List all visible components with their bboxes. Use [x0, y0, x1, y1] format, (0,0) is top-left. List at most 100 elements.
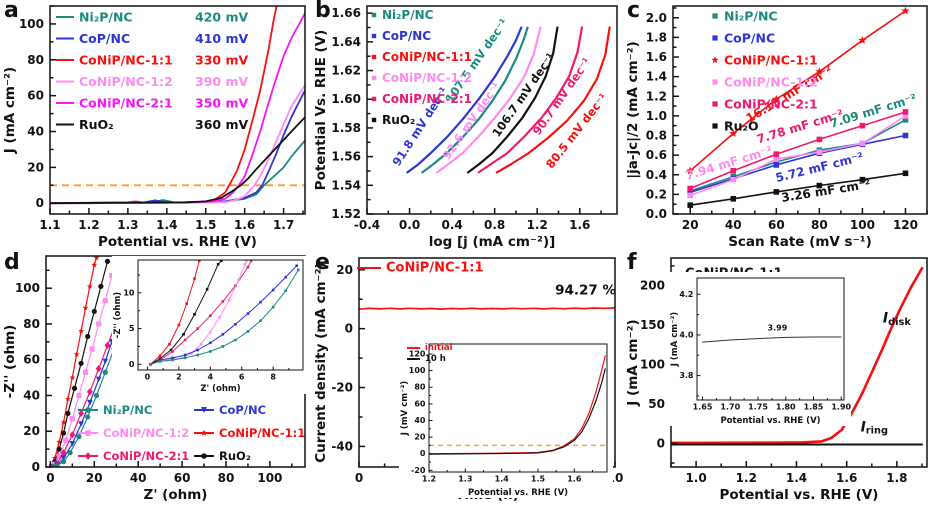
svg-text:20: 20 — [682, 218, 699, 232]
svg-text:1.4: 1.4 — [786, 471, 807, 485]
panel-a: 1.1 1.2 1.3 1.4 1.5 1.6 1.7 0 20 40 60 80 100 Potenti… — [0, 0, 311, 252]
svg-text:60: 60 — [768, 218, 785, 232]
svg-text:20: 20 — [414, 433, 426, 442]
svg-text:CoNiP/NC-1:1: CoNiP/NC-1:1 — [79, 53, 173, 68]
svg-text:1.5: 1.5 — [195, 218, 216, 232]
svg-text:CoNiP/NC-1:2: CoNiP/NC-1:2 — [382, 71, 472, 85]
svg-text:CoNiP/NC-1:2: CoNiP/NC-1:2 — [103, 426, 189, 440]
svg-text:60: 60 — [23, 353, 40, 367]
svg-text:6: 6 — [239, 373, 245, 382]
svg-text:4.0: 4.0 — [679, 330, 694, 339]
svg-text:80: 80 — [414, 383, 426, 392]
svg-text:Potential vs. RHE (V): Potential vs. RHE (V) — [720, 416, 820, 426]
svg-text:log [j (mA cm⁻²)]: log [j (mA cm⁻²)] — [429, 234, 556, 250]
svg-text:20: 20 — [336, 263, 353, 277]
svg-text:0: 0 — [145, 373, 151, 382]
panel-d-tag: d — [4, 252, 20, 275]
svg-text:1.6: 1.6 — [646, 50, 667, 64]
svg-text:40: 40 — [23, 388, 40, 402]
svg-text:0.4: 0.4 — [441, 218, 462, 232]
svg-text:1.3: 1.3 — [117, 218, 138, 232]
svg-text:2: 2 — [176, 373, 182, 382]
svg-text:1.1: 1.1 — [39, 218, 60, 232]
svg-text:1.3: 1.3 — [458, 475, 472, 484]
panel-c: 20 40 60 80 100 120 0.0 0.2 0.4 0.6 0.8 1.0 1.2 1.4 1.… — [623, 0, 935, 252]
svg-text:80: 80 — [218, 471, 235, 485]
svg-text:1.58: 1.58 — [331, 121, 361, 135]
svg-text:94.27 %: 94.27 % — [555, 282, 616, 298]
svg-text:1.4: 1.4 — [646, 70, 667, 84]
svg-text:RuO₂: RuO₂ — [79, 117, 114, 132]
svg-text:0.6: 0.6 — [646, 148, 667, 162]
svg-text:1.6: 1.6 — [567, 475, 582, 484]
svg-text:200: 200 — [640, 279, 665, 293]
svg-text:J (mA cm⁻²): J (mA cm⁻²) — [625, 319, 641, 406]
svg-text:1.2: 1.2 — [736, 471, 757, 485]
svg-text:5: 5 — [129, 324, 135, 333]
svg-text:330 mV: 330 mV — [195, 53, 248, 68]
svg-text:1.6: 1.6 — [569, 218, 590, 232]
svg-text:Idisk: Idisk — [883, 311, 911, 328]
svg-text:CoNiP/NC-1:1: CoNiP/NC-1:1 — [382, 50, 472, 64]
svg-text:10 h: 10 h — [425, 354, 446, 364]
svg-text:1.70: 1.70 — [720, 403, 740, 412]
panel-f: 1.0 1.2 1.4 1.6 1.8 0 50 100 150 200 Potential vs.… — [623, 252, 935, 505]
svg-text:initial: initial — [425, 343, 453, 353]
svg-text:-Z'' (ohm): -Z'' (ohm) — [113, 292, 123, 338]
svg-text:0: 0 — [345, 322, 353, 336]
capacitance-chart: 20 40 60 80 100 120 0.0 0.2 0.4 0.6 0.8 1.0 1.2 1.4 1.… — [623, 0, 935, 252]
svg-text:-0.4: -0.4 — [354, 218, 380, 232]
svg-text:1.0: 1.0 — [646, 109, 667, 123]
panel-e-tag: e — [315, 252, 330, 275]
svg-text:360 mV: 360 mV — [195, 117, 248, 132]
svg-text:1.64: 1.64 — [331, 35, 361, 49]
svg-text:1.6: 1.6 — [234, 218, 255, 232]
svg-text:60: 60 — [27, 89, 44, 103]
panel-b-tag: b — [315, 0, 331, 23]
panel-a-tag: a — [4, 0, 19, 23]
svg-text:RuO₂: RuO₂ — [382, 113, 415, 127]
svg-text:-20: -20 — [411, 466, 426, 475]
svg-text:1.2: 1.2 — [422, 475, 436, 484]
svg-text:1.2: 1.2 — [78, 218, 99, 232]
svg-text:Potential vs. RHE (V): Potential vs. RHE (V) — [720, 487, 879, 503]
svg-text:1.8: 1.8 — [886, 471, 907, 485]
svg-text:1.66: 1.66 — [331, 6, 361, 20]
svg-text:60: 60 — [174, 471, 191, 485]
svg-text:100: 100 — [409, 366, 426, 375]
svg-text:40: 40 — [130, 471, 147, 485]
svg-text:0: 0 — [129, 360, 135, 369]
svg-text:RuO₂: RuO₂ — [219, 449, 251, 463]
svg-text:1.56: 1.56 — [331, 150, 361, 164]
svg-text:60: 60 — [414, 399, 426, 408]
svg-text:4: 4 — [207, 373, 213, 382]
svg-text:0.4: 0.4 — [646, 168, 667, 182]
svg-text:120: 120 — [893, 218, 918, 232]
svg-text:40: 40 — [414, 416, 426, 425]
svg-text:1.75: 1.75 — [748, 403, 768, 412]
svg-text:0: 0 — [46, 471, 54, 485]
svg-text:Potential vs. RHE (V): Potential vs. RHE (V) — [98, 234, 257, 250]
svg-text:100: 100 — [19, 17, 44, 31]
svg-text:8: 8 — [270, 373, 276, 382]
svg-text:420 mV: 420 mV — [195, 10, 248, 25]
svg-text:20: 20 — [86, 471, 103, 485]
panel-b: -0.4 0.0 0.4 0.8 1.2 1.6 1.52 1.54 1.56 1.58 1.60 1… — [311, 0, 623, 252]
svg-text:1.54: 1.54 — [331, 178, 361, 192]
svg-text:120: 120 — [409, 349, 426, 358]
tafel-chart: -0.4 0.0 0.4 0.8 1.2 1.6 1.52 1.54 1.56 1.58 1.60 1… — [311, 0, 623, 252]
svg-text:390 mV: 390 mV — [195, 74, 248, 89]
svg-text:3.26 mF cm⁻²: 3.26 mF cm⁻² — [780, 177, 871, 205]
svg-text:0.0: 0.0 — [399, 218, 420, 232]
panel-f-tag: f — [627, 252, 637, 275]
svg-text:-Z'' (ohm): -Z'' (ohm) — [2, 325, 18, 399]
svg-text:1.62: 1.62 — [331, 64, 361, 78]
svg-text:1.6: 1.6 — [836, 471, 857, 485]
svg-text:1.4: 1.4 — [495, 475, 510, 484]
svg-text:Z' (ohm): Z' (ohm) — [144, 487, 208, 503]
svg-text:1.0: 1.0 — [685, 471, 706, 485]
svg-text:CoNiP/NC-2:1: CoNiP/NC-2:1 — [103, 449, 189, 463]
svg-text:80: 80 — [27, 53, 44, 67]
svg-text:Ni₂P/NC: Ni₂P/NC — [382, 8, 434, 22]
svg-text:CoNiP/NC-2:1: CoNiP/NC-2:1 — [79, 96, 173, 111]
